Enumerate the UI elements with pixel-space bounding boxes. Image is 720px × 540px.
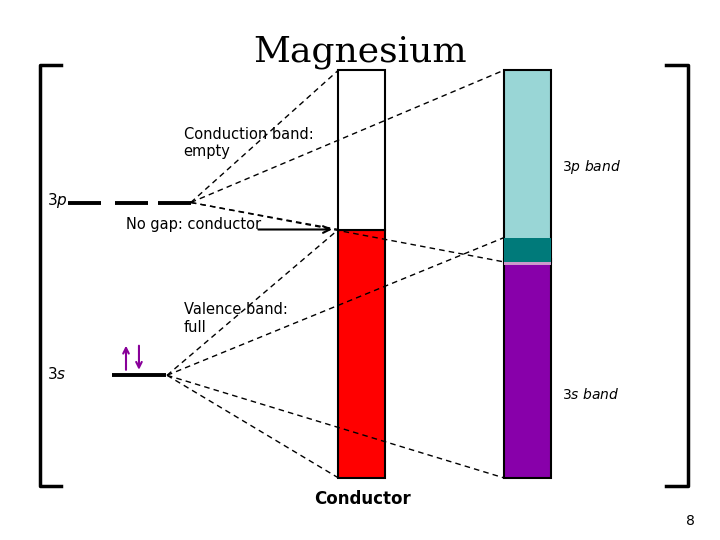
Bar	[504, 70, 551, 262]
Text: $3s$ band: $3s$ band	[562, 387, 619, 402]
Text: Conductor: Conductor	[314, 490, 410, 509]
Bar	[504, 238, 551, 262]
Text: $3p$ band: $3p$ band	[562, 158, 621, 177]
Text: No gap: conductor: No gap: conductor	[126, 217, 261, 232]
Text: Conduction band:
empty: Conduction band: empty	[184, 127, 313, 159]
Text: 8: 8	[686, 514, 695, 528]
Bar	[504, 238, 551, 265]
Bar	[504, 259, 551, 478]
Text: $3p$: $3p$	[47, 191, 68, 211]
Bar	[338, 230, 385, 478]
Text: $3s$: $3s$	[47, 366, 66, 382]
Text: Valence band:
full: Valence band: full	[184, 302, 287, 335]
Text: Magnesium: Magnesium	[253, 35, 467, 69]
Bar	[338, 70, 385, 230]
